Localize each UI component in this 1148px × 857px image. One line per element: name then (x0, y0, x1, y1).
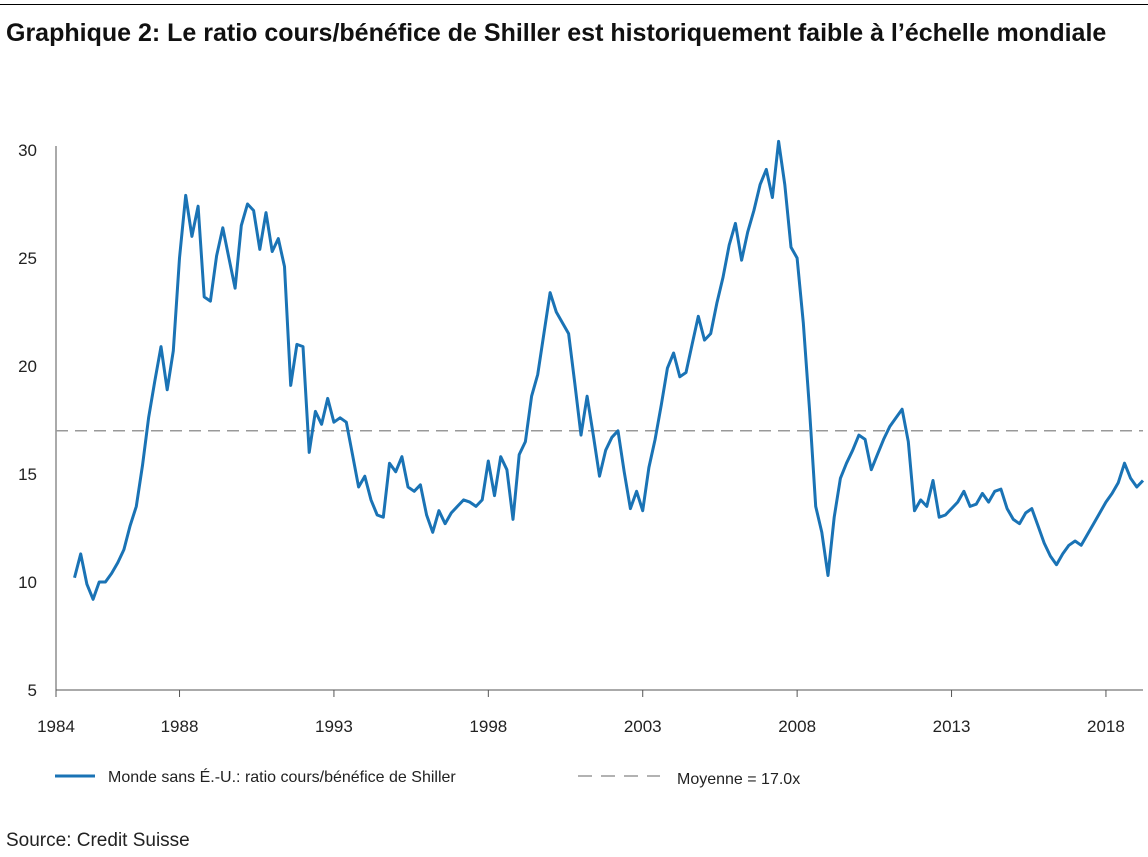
x-tick-label: 1984 (37, 717, 75, 736)
x-tick-label: 2018 (1087, 717, 1125, 736)
y-tick-labels: 5 10 15 20 25 30 (18, 141, 37, 700)
y-tick-label: 15 (18, 465, 37, 484)
source-note: Source: Credit Suisse (6, 830, 190, 851)
x-tick-label: 1993 (315, 717, 353, 736)
x-tick-label: 2008 (778, 717, 816, 736)
x-tick-label: 1998 (469, 717, 507, 736)
chart-canvas: 5 10 15 20 25 30 1984 1988 1993 1998 2003 2008 2013… (18, 139, 1145, 788)
legend-label-series: Monde sans É.-U.: ratio cours/bénéfice d… (108, 767, 456, 786)
y-tick-label: 30 (18, 141, 37, 160)
top-rule (0, 4, 1148, 5)
y-tick-label: 25 (18, 249, 37, 268)
y-tick-label: 5 (28, 681, 37, 700)
y-tick-label: 10 (18, 573, 37, 592)
axes (55, 146, 1143, 697)
series-line-monde-sans-eu (73, 139, 1145, 601)
x-tick-labels: 1984 1988 1993 1998 2003 2008 2013 2018 (37, 717, 1125, 736)
legend-label-mean: Moyenne = 17.0x (677, 771, 800, 788)
legend: Monde sans É.-U.: ratio cours/bénéfice d… (55, 767, 800, 788)
x-tick-label: 2003 (624, 717, 662, 736)
y-tick-label: 20 (18, 357, 37, 376)
chart-title: Graphique 2: Le ratio cours/bénéfice de … (6, 19, 1107, 47)
x-tick-label: 2013 (933, 717, 971, 736)
x-tick-label: 1988 (161, 717, 199, 736)
